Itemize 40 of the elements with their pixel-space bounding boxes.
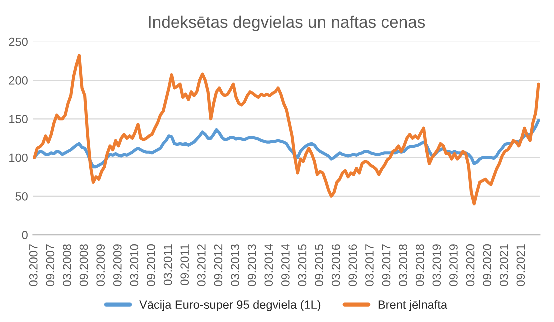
x-tick-label: 03.2009	[96, 244, 106, 286]
x-tick-label: 09.2012	[214, 244, 223, 286]
x-tick-label: 09.2015	[315, 244, 324, 286]
x-tick-label: 03.2013	[231, 244, 240, 286]
x-tick-label: 09.2009	[113, 244, 122, 286]
x-tick-label: 03.2018	[399, 244, 408, 286]
x-tick-label: 03.2012	[197, 244, 206, 286]
x-tick-label: 09.2013	[248, 244, 256, 286]
x-tick-label: 09.2018	[416, 244, 424, 286]
legend-label: Brent jēlnafta	[378, 300, 448, 312]
y-tick-label: 150	[10, 115, 28, 124]
y-tick-label: 250	[9, 38, 28, 46]
legend-label: Vācija Euro-super 95 degviela (1L)	[140, 300, 321, 312]
x-tick-label: 09.2010	[147, 244, 156, 286]
x-tick-label: 09.2007	[46, 244, 55, 286]
x-tick-label: 09.2008	[80, 244, 88, 286]
x-tick-label: 09.2014	[282, 244, 290, 286]
x-tick-label: 09.2016	[348, 244, 358, 286]
x-tick-label: 03.2015	[298, 244, 307, 286]
x-tick-label: 03.2010	[130, 244, 139, 286]
x-tick-label: 03.2011	[164, 244, 172, 286]
x-tick-label: 09.2017	[382, 244, 391, 286]
x-tick-label: 03.2021	[500, 244, 508, 286]
x-tick-label: 03.2017	[366, 244, 374, 286]
y-tick-label: 50	[16, 192, 28, 201]
x-tick-label: 03.2007	[29, 244, 38, 286]
x-tick-label: 09.2021	[516, 244, 526, 286]
line-series	[33, 54, 540, 206]
x-tick-label: 03.2008	[63, 244, 72, 286]
chart-title: Indeksētas degvielas un naftas cenas	[149, 16, 426, 32]
x-tick-label: 09.2019	[450, 244, 458, 286]
x-tick-label: 03.2014	[264, 244, 274, 286]
x-tick-label: 09.2020	[483, 244, 492, 286]
x-tick-label: 03.2019	[432, 244, 442, 286]
x-tick-label: 09.2011	[180, 244, 190, 286]
x-tick-label: 03.2020	[466, 244, 475, 286]
x-tick-label: 03.2016	[332, 244, 340, 286]
y-tick-label: 0	[22, 231, 28, 240]
y-tick-label: 200	[9, 76, 28, 85]
y-tick-label: 100	[10, 154, 28, 162]
